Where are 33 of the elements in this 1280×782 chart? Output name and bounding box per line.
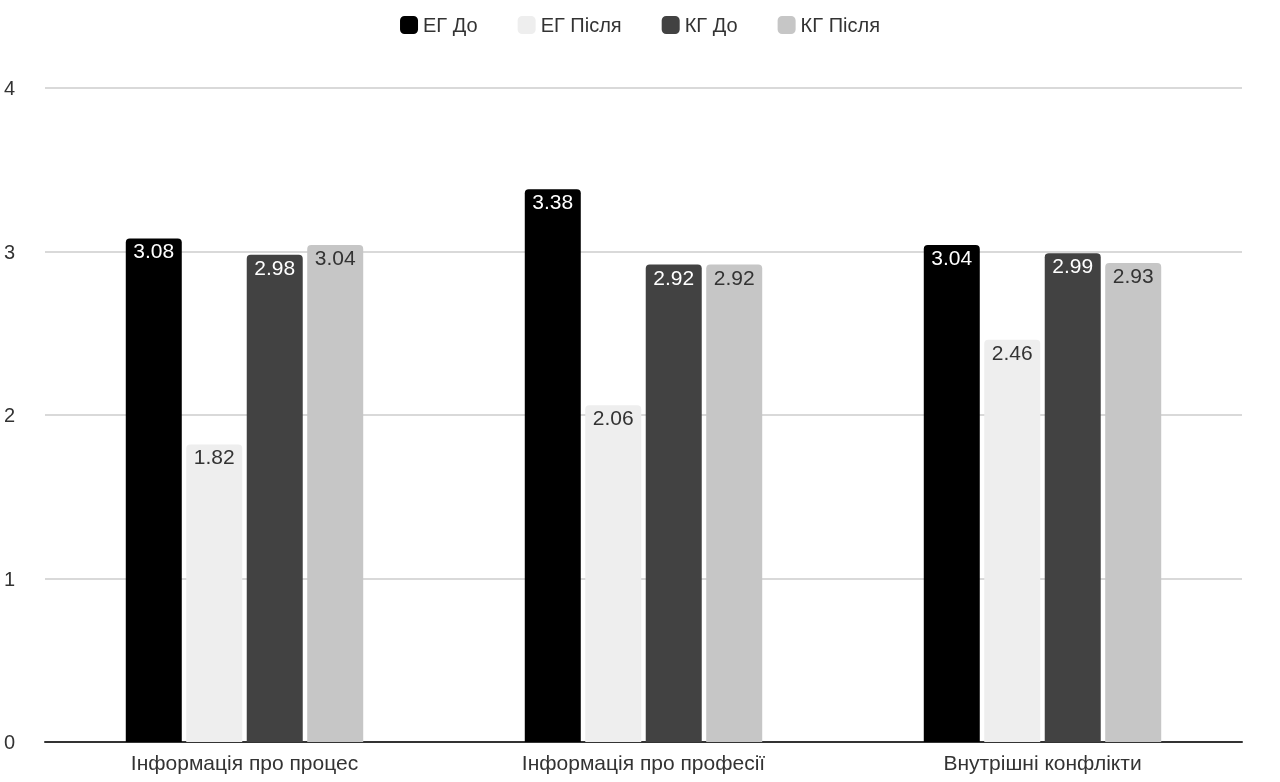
bar	[125, 238, 182, 742]
bar	[645, 264, 702, 742]
data-label: 2.98	[254, 255, 296, 279]
y-tick-label: 1	[3, 567, 15, 590]
data-label: 2.46	[991, 340, 1033, 364]
legend-label: ЕГ До	[423, 14, 478, 36]
legend-label: ЕГ Після	[540, 14, 622, 36]
bar	[984, 339, 1041, 742]
bar	[186, 444, 243, 742]
y-tick-label: 4	[3, 77, 15, 99]
data-label: 2.92	[713, 265, 755, 289]
bar	[524, 189, 581, 742]
data-label: 2.93	[1112, 263, 1154, 287]
data-label: 3.38	[532, 190, 574, 214]
data-label: 3.04	[314, 245, 356, 269]
data-label: 3.04	[931, 245, 973, 269]
data-label: 2.92	[653, 265, 695, 289]
data-label: 2.06	[592, 406, 634, 430]
data-label: 1.82	[193, 445, 235, 469]
bar	[1044, 253, 1101, 742]
y-tick-label: 2	[3, 404, 15, 426]
bar	[585, 405, 642, 742]
bar	[923, 244, 980, 742]
x-tick-label: Внутрішні конфлікти	[943, 751, 1142, 774]
y-tick-label: 0	[3, 731, 15, 753]
legend-label: КГ Після	[800, 14, 880, 36]
x-tick-label: Інформація про професії	[521, 751, 766, 774]
y-tick-label: 3	[3, 240, 15, 263]
bar	[246, 254, 303, 742]
data-label: 2.99	[1052, 254, 1094, 278]
x-tick-label: Інформація про процес	[130, 751, 359, 774]
legend-label: КГ До	[684, 14, 738, 36]
data-label: 3.08	[133, 239, 175, 263]
